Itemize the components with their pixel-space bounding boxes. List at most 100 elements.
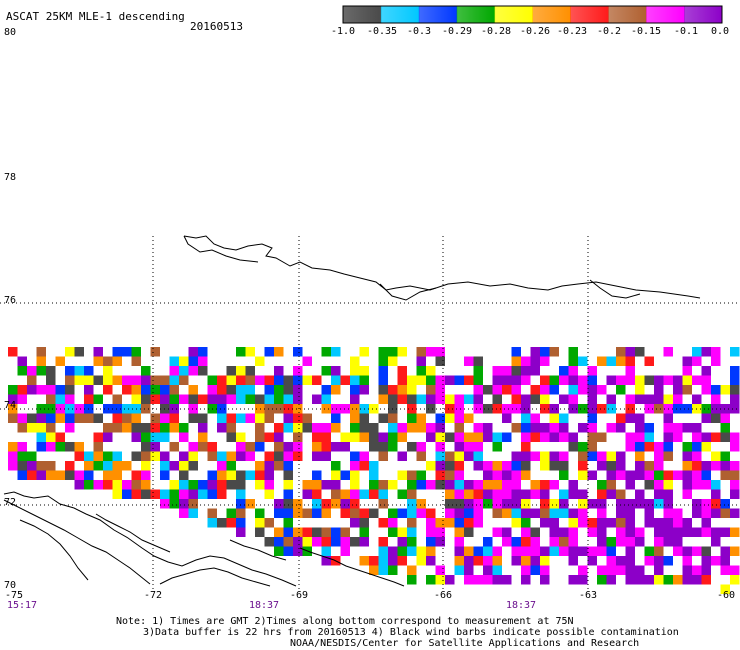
data-cell — [388, 413, 398, 423]
data-cell — [454, 375, 464, 385]
data-cell — [502, 470, 512, 480]
data-cell — [445, 461, 455, 471]
data-cell — [616, 470, 626, 480]
data-cell — [388, 442, 398, 452]
data-cell — [264, 489, 274, 499]
data-cell — [378, 499, 388, 509]
data-cell — [502, 375, 512, 385]
data-cell — [236, 442, 246, 452]
data-cell — [559, 451, 569, 461]
data-cell — [359, 556, 369, 566]
colorbar-segment — [418, 6, 458, 23]
data-cell — [46, 366, 56, 376]
data-cell — [426, 423, 436, 433]
data-cell — [112, 356, 122, 366]
colorbar-label: -0.28 — [480, 26, 512, 37]
data-cell — [454, 432, 464, 442]
data-cell — [255, 375, 265, 385]
data-cell — [397, 432, 407, 442]
data-cell — [388, 385, 398, 395]
data-cell — [673, 404, 683, 414]
data-cell — [426, 508, 436, 518]
data-cell — [397, 366, 407, 376]
data-cell — [141, 385, 151, 395]
data-cell — [27, 470, 37, 480]
data-cell — [692, 423, 702, 433]
data-cell — [302, 508, 312, 518]
data-cell — [36, 432, 46, 442]
data-cell — [169, 489, 179, 499]
data-cell — [198, 423, 208, 433]
data-cell — [74, 442, 84, 452]
data-cell — [207, 442, 217, 452]
data-cell — [198, 432, 208, 442]
data-cell — [549, 499, 559, 509]
graticule — [0, 236, 740, 590]
data-cell — [521, 508, 531, 518]
coastline-path — [3, 499, 151, 585]
data-cell — [207, 508, 217, 518]
data-cell — [378, 375, 388, 385]
data-cell — [416, 451, 426, 461]
data-cell — [321, 442, 331, 452]
data-cell — [473, 546, 483, 556]
data-cell — [701, 527, 711, 537]
data-cell — [84, 366, 94, 376]
data-cell — [160, 423, 170, 433]
data-cell — [483, 499, 493, 509]
data-cell — [131, 394, 141, 404]
data-cell — [302, 527, 312, 537]
data-cell — [331, 461, 341, 471]
data-cell — [540, 432, 550, 442]
data-cell — [492, 546, 502, 556]
colorbar-label: -0.3 — [406, 26, 432, 37]
data-cell — [597, 518, 607, 528]
data-cell — [302, 537, 312, 547]
data-cell — [549, 527, 559, 537]
data-cell — [8, 461, 18, 471]
data-cell — [93, 413, 103, 423]
data-cell — [8, 413, 18, 423]
data-cell — [682, 451, 692, 461]
data-cell — [169, 499, 179, 509]
data-cell — [521, 404, 531, 414]
data-cell — [492, 375, 502, 385]
data-cell — [55, 413, 65, 423]
data-cell — [625, 556, 635, 566]
data-cell — [388, 556, 398, 566]
data-cell — [407, 575, 417, 585]
data-cell — [150, 375, 160, 385]
data-cell — [397, 508, 407, 518]
data-cell — [264, 404, 274, 414]
data-cell — [654, 470, 664, 480]
data-cell — [160, 385, 170, 395]
data-cell — [8, 394, 18, 404]
data-cell — [644, 470, 654, 480]
colorbar-segment — [532, 6, 571, 23]
data-cell — [359, 413, 369, 423]
data-cell — [644, 499, 654, 509]
data-cell — [312, 375, 322, 385]
data-cell — [179, 394, 189, 404]
data-cell — [416, 394, 426, 404]
data-cell — [483, 565, 493, 575]
data-cell — [511, 451, 521, 461]
data-cell — [692, 432, 702, 442]
data-cell — [682, 356, 692, 366]
note-line: Note: 1) Times are GMT 2)Times along bot… — [116, 616, 574, 627]
data-cell — [416, 470, 426, 480]
data-cell — [46, 461, 56, 471]
colorbar-label: -0.29 — [441, 26, 473, 37]
data-cell — [369, 565, 379, 575]
data-cell — [720, 565, 730, 575]
data-cell — [397, 489, 407, 499]
data-cell — [112, 394, 122, 404]
data-cell — [559, 366, 569, 376]
data-cell — [122, 461, 132, 471]
data-cell — [454, 546, 464, 556]
data-cell — [302, 413, 312, 423]
data-cell — [521, 451, 531, 461]
data-cell — [568, 347, 578, 357]
data-cell — [8, 442, 18, 452]
data-cell — [131, 347, 141, 357]
